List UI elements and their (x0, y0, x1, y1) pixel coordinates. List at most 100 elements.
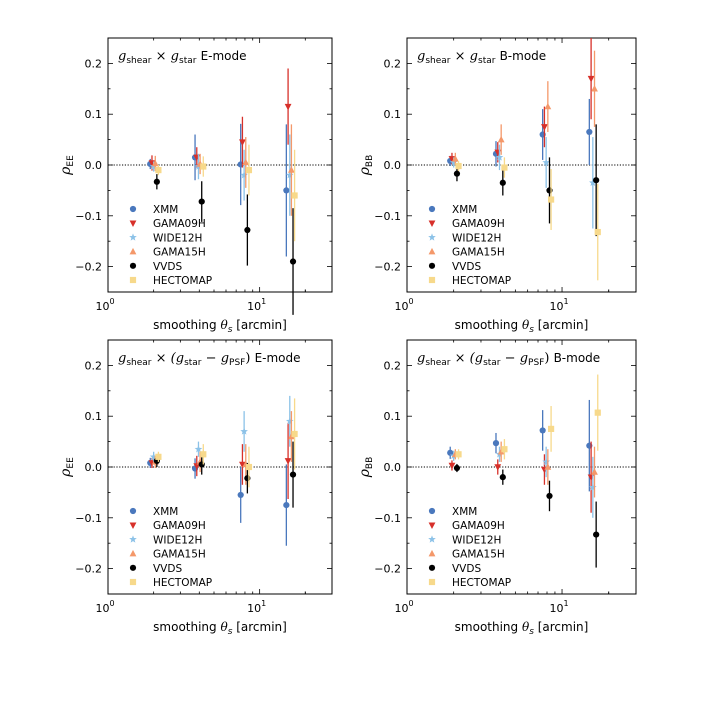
series-gama09h (148, 422, 292, 500)
data-point (547, 196, 555, 203)
data-point (455, 451, 462, 458)
legend: XMM GAMA09H WIDE12H GAMA15H VVDS HECTOMAP (428, 506, 511, 589)
data-point (542, 158, 550, 166)
legend-marker (129, 522, 137, 529)
data-point (239, 139, 246, 146)
panel-title: gshear × gstar B-mode (417, 49, 546, 67)
y-tick-label: 0.0 (384, 461, 402, 474)
legend-label: XMM (153, 204, 178, 216)
legend: XMM GAMA09H WIDE12H GAMA15H VVDS HECTOMAP (129, 506, 212, 589)
data-point (494, 464, 502, 471)
y-tick-label: −0.1 (374, 210, 401, 223)
data-point (447, 449, 454, 456)
data-point (451, 155, 459, 162)
series-xmm (147, 457, 290, 546)
legend-marker (428, 247, 436, 255)
legend-marker (129, 247, 137, 255)
legend-marker (129, 276, 137, 284)
series-gama09h (448, 441, 595, 513)
x-axis-label: smoothing θs [arcmin] (153, 318, 287, 335)
legend-label: WIDE12H (452, 534, 501, 546)
legend-label: WIDE12H (452, 232, 501, 244)
y-tick-label: 0.1 (384, 410, 402, 423)
chart-bottom-right: 0.2 0.1 0.0 −0.1 −0.2 100 101 smoothing θs [arc… (357, 339, 637, 637)
panel-title: gshear × (gstar − gPSF) E-mode (118, 351, 301, 369)
legend-label: HECTOMAP (452, 275, 511, 287)
legend-marker (129, 549, 137, 557)
legend-label: GAMA09H (153, 218, 206, 230)
data-point (194, 445, 203, 453)
x-axis-label: smoothing θs [arcmin] (153, 620, 287, 637)
series-gama15h (451, 441, 598, 498)
legend-marker (428, 535, 436, 543)
x-tick-label: 101 (549, 599, 568, 615)
y-tick-label: −0.1 (75, 512, 102, 525)
data-point (587, 75, 595, 83)
legend: XMM GAMA09H WIDE12H GAMA15H VVDS HECTOMAP (428, 204, 511, 287)
data-point (283, 187, 290, 194)
legend-marker (129, 578, 137, 586)
y-tick-label: 0.0 (85, 159, 103, 172)
data-point (283, 502, 290, 509)
y-tick-label: 0.2 (85, 57, 103, 70)
y-tick-label: 0.2 (85, 359, 103, 372)
x-axis-label: smoothing θs [arcmin] (455, 318, 589, 335)
series-vvds (153, 174, 297, 315)
legend-marker (129, 535, 137, 543)
y-axis-label: ρEE (58, 155, 76, 176)
data-point (594, 409, 601, 416)
data-point (589, 178, 597, 187)
data-point (288, 432, 295, 440)
y-tick-label: −0.1 (374, 512, 401, 525)
data-point (244, 226, 251, 234)
panel-title: gshear × (gstar − gPSF) B-mode (417, 351, 600, 369)
legend-marker (428, 564, 436, 571)
legend-marker (428, 522, 436, 529)
data-point (284, 103, 292, 111)
legend-marker (129, 262, 137, 269)
data-point (193, 463, 201, 470)
legend-marker (428, 276, 436, 284)
chart-top-left: 0.2 0.1 0.0 −0.1 −0.2 100 101 smoothing θs [arc… (58, 37, 333, 335)
data-point (544, 463, 552, 470)
data-point (200, 163, 207, 170)
series-hectomap (455, 157, 601, 281)
chart-bottom-left: 0.2 0.1 0.0 −0.1 −0.2 100 101 smoothing θs [arc… (58, 339, 333, 637)
legend-marker (129, 564, 137, 571)
data-point (453, 170, 461, 177)
data-point (200, 451, 207, 458)
series-gama15h (451, 50, 598, 165)
x-tick-label: 101 (247, 297, 266, 313)
series-wide12h (449, 137, 597, 229)
legend-marker (428, 220, 436, 227)
data-point (586, 128, 593, 136)
data-point (448, 462, 456, 470)
data-point (593, 177, 600, 184)
data-point (245, 166, 253, 174)
data-point (151, 159, 159, 167)
data-point (499, 474, 506, 481)
data-point (591, 85, 598, 92)
series-vvds (453, 124, 600, 237)
y-tick-label: 0.0 (384, 159, 402, 172)
y-tick-label: 0.1 (85, 108, 103, 121)
data-point (149, 452, 158, 461)
legend-marker (428, 507, 436, 515)
data-point (499, 179, 506, 186)
x-tick-label: 100 (95, 297, 114, 313)
data-point (593, 531, 600, 538)
legend-label: GAMA15H (452, 247, 505, 259)
x-tick-label: 100 (394, 599, 413, 615)
legend-marker (428, 578, 436, 586)
data-point (245, 463, 253, 471)
data-point (539, 427, 546, 434)
y-tick-label: −0.1 (75, 210, 102, 223)
y-tick-label: 0.2 (384, 57, 402, 70)
series-hectomap (455, 374, 601, 460)
data-point (237, 491, 244, 499)
data-point (546, 492, 553, 500)
legend-label: VVDS (153, 261, 182, 273)
data-point (155, 453, 162, 460)
data-point (288, 166, 295, 173)
data-point (291, 430, 298, 438)
